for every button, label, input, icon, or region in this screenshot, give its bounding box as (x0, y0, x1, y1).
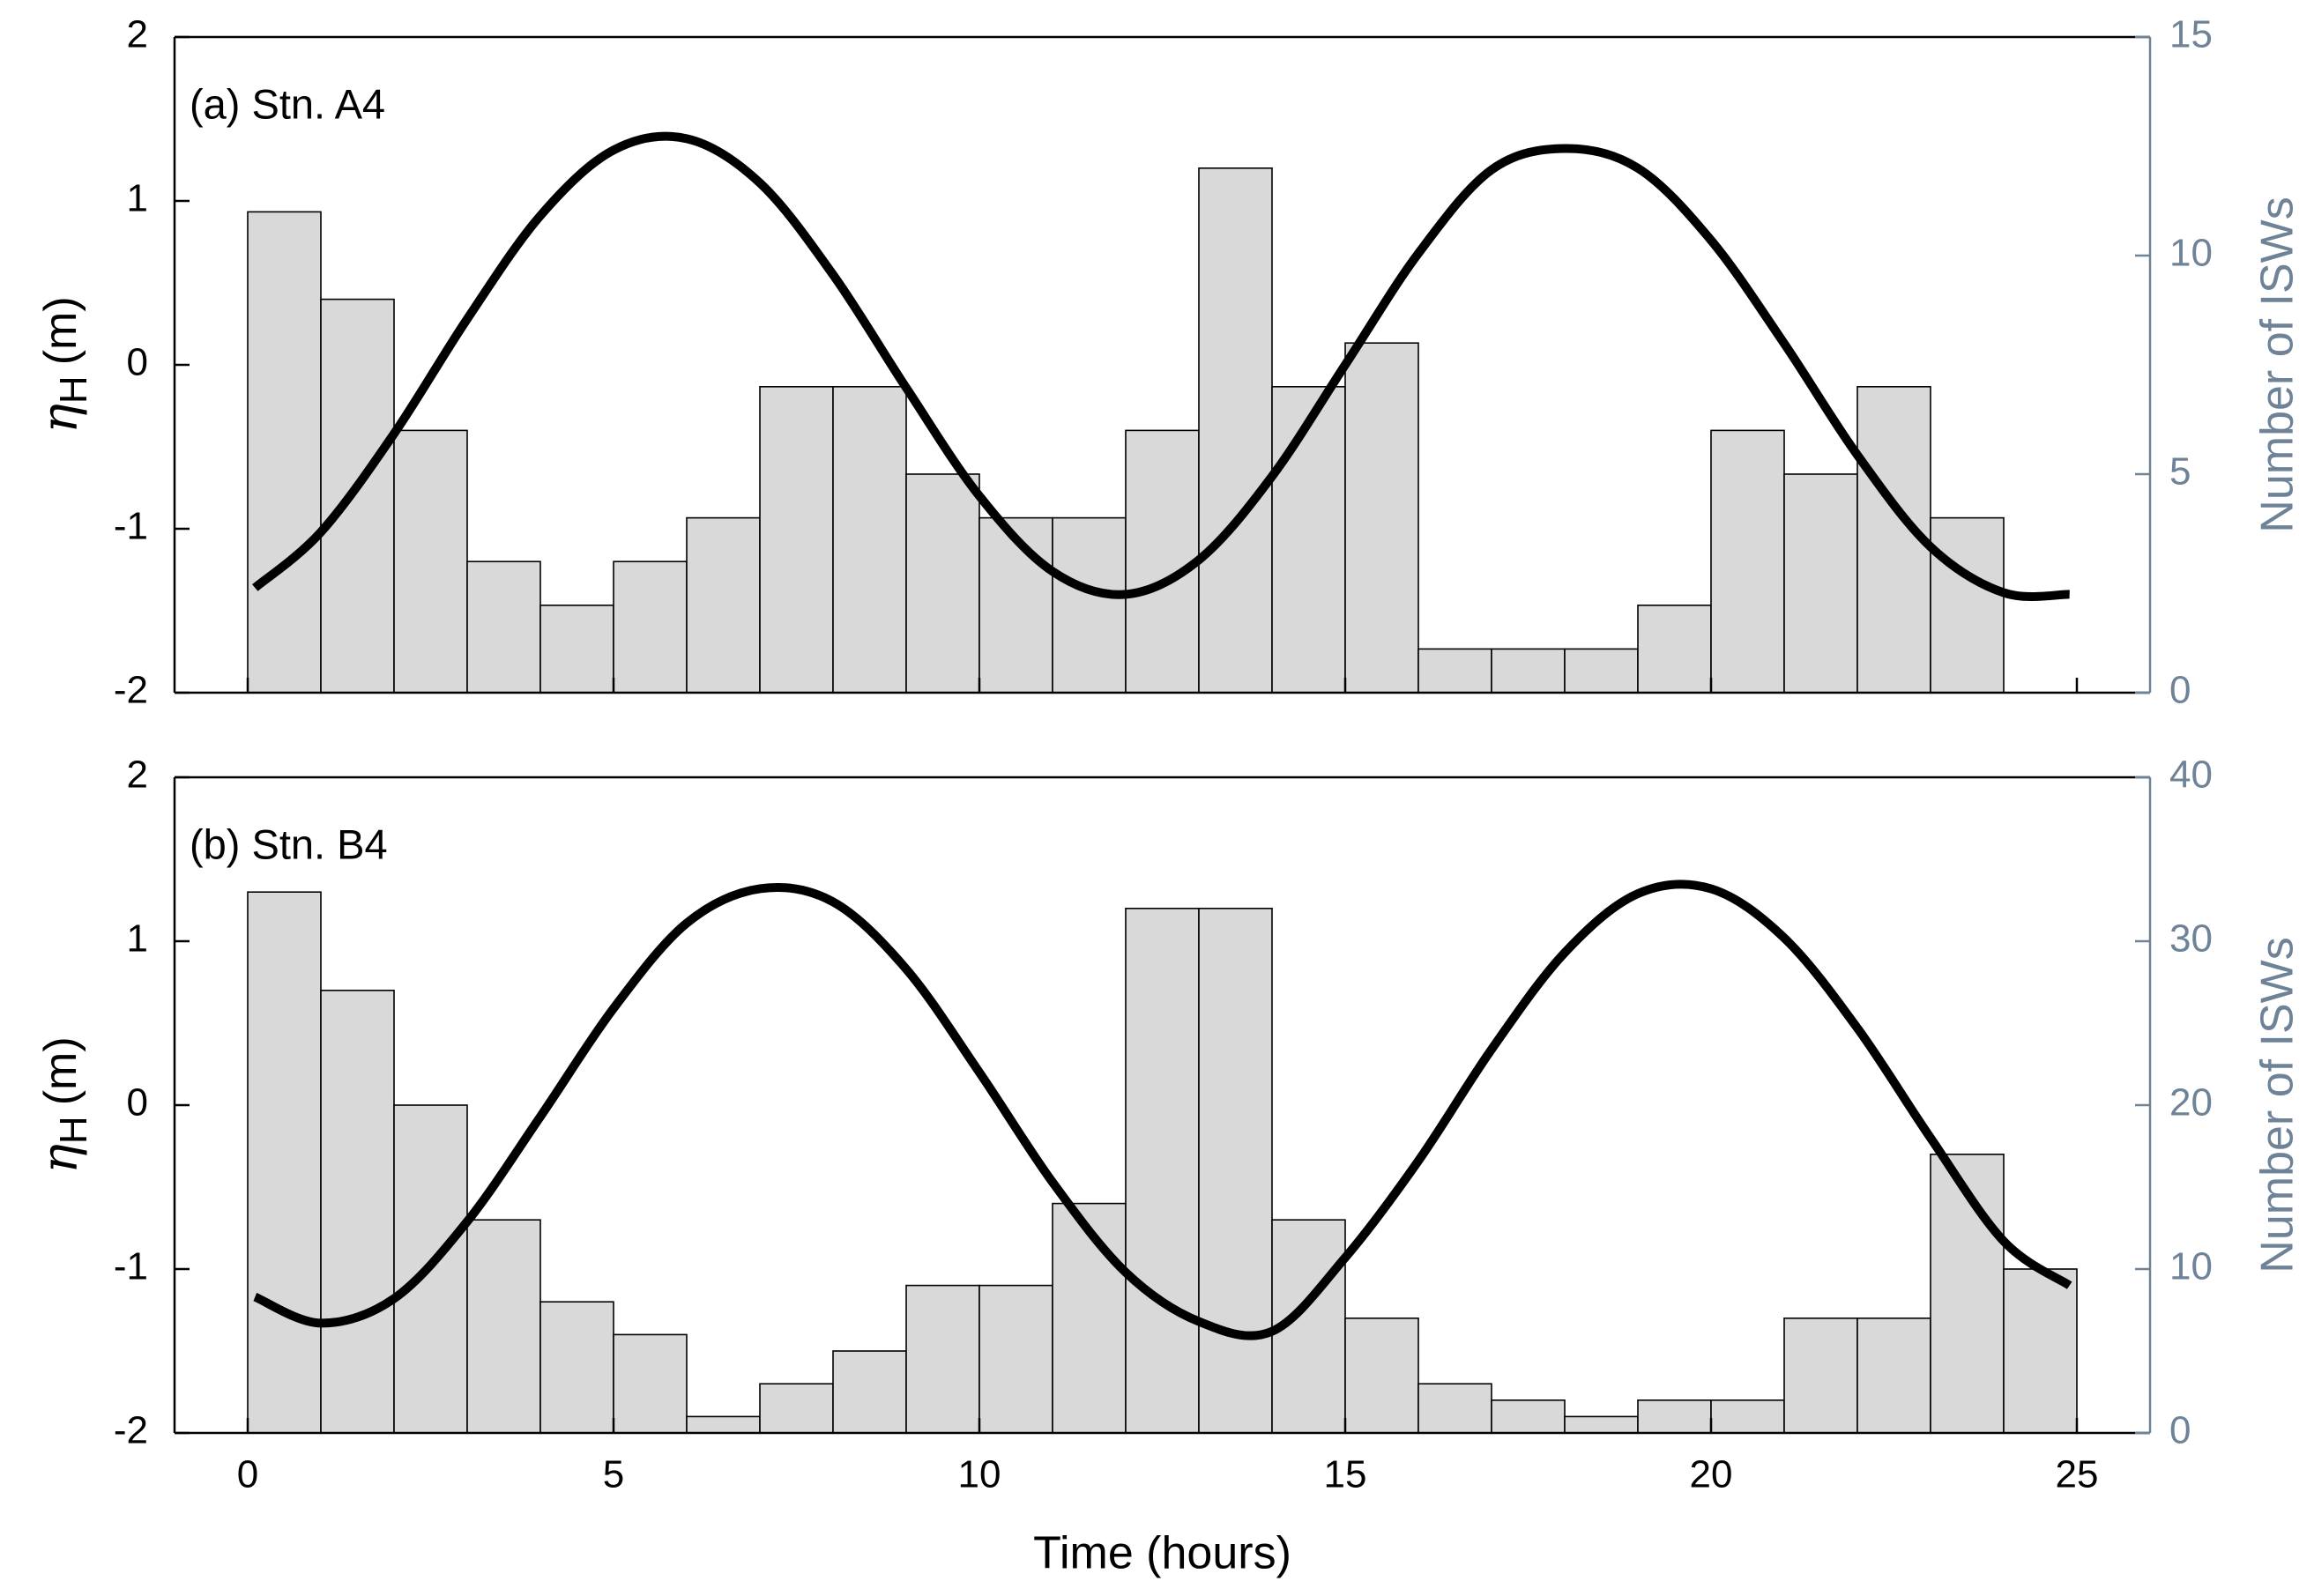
y-tick-label: -2 (114, 669, 148, 712)
panel-label: (a) Stn. A4 (190, 80, 385, 127)
bar (1637, 604, 1712, 694)
bar (613, 560, 688, 694)
x-tick-label: 0 (237, 1453, 258, 1496)
y-axis-label: ηH (m) (32, 1036, 95, 1173)
x-tick-label: 5 (603, 1453, 624, 1496)
y-tick-label: 2 (127, 753, 148, 797)
bar (1491, 1399, 1566, 1434)
x-axis-label: Time (hours) (1033, 1528, 1291, 1579)
y-axis-label: ηH (m) (32, 296, 95, 433)
bar (978, 1284, 1053, 1434)
y-label-symbol: η (32, 1144, 89, 1174)
y-tick-label: 2 (127, 13, 148, 56)
bar (686, 1415, 761, 1434)
bar (1710, 429, 1785, 694)
bar (1344, 342, 1419, 694)
y-tick-label: -1 (114, 505, 148, 548)
bar (905, 1284, 980, 1434)
y2-tick-label: 0 (2169, 669, 2191, 712)
bar (1125, 908, 1200, 1434)
bar (2003, 1268, 2078, 1434)
panel-label: (b) Stn. B4 (190, 820, 388, 867)
x-tick-label: 20 (1690, 1453, 1733, 1496)
bar (1856, 1318, 1931, 1434)
y2-tick-label: 15 (2169, 13, 2213, 56)
bar (1783, 1318, 1858, 1434)
bar (1564, 1415, 1639, 1434)
bar (1198, 167, 1273, 694)
bar (1930, 516, 2005, 694)
bar (759, 1383, 834, 1434)
bar (247, 211, 322, 694)
tide-line (252, 131, 2070, 601)
bar (759, 385, 834, 694)
bar (1564, 648, 1639, 694)
bar (1052, 516, 1127, 694)
y-label-subscript: H (52, 375, 95, 404)
y2-axis-label: Number of ISWs (2252, 937, 2303, 1273)
x-tick-label: 25 (2056, 1453, 2099, 1496)
bar (613, 1333, 688, 1434)
bar (320, 990, 395, 1434)
y-tick-label: 1 (127, 177, 148, 220)
y-label-unit: (m) (35, 1036, 86, 1105)
tide-line (253, 880, 2072, 1340)
bar (466, 1219, 541, 1434)
y-tick-label: -2 (114, 1409, 148, 1452)
bar (832, 385, 907, 694)
y2-tick-label: 20 (2169, 1081, 2213, 1125)
bar (320, 298, 395, 694)
bar (1783, 473, 1858, 694)
bar (1417, 1383, 1492, 1434)
bar (1125, 429, 1200, 694)
y2-tick-label: 5 (2169, 450, 2191, 494)
bar (247, 891, 322, 1434)
bar (1198, 908, 1273, 1434)
x-tick-label: 15 (1324, 1453, 1367, 1496)
y2-tick-label: 10 (2169, 1245, 2213, 1288)
y2-tick-label: 40 (2169, 753, 2213, 797)
bar (1271, 385, 1346, 694)
bar (539, 604, 614, 694)
bar (1417, 648, 1492, 694)
y2-axis-label: Number of ISWs (2252, 197, 2303, 532)
y2-tick-label: 10 (2169, 232, 2213, 275)
bar (393, 429, 468, 694)
y-label-symbol: η (32, 404, 89, 434)
y-tick-label: 0 (127, 341, 148, 384)
bar (1344, 1318, 1419, 1434)
y-tick-label: -1 (114, 1245, 148, 1288)
bar (539, 1301, 614, 1434)
bar (905, 473, 980, 694)
bar (1710, 1399, 1785, 1434)
y2-tick-label: 0 (2169, 1409, 2191, 1452)
y-tick-label: 1 (127, 917, 148, 961)
y-tick-label: 0 (127, 1081, 148, 1125)
bar (832, 1350, 907, 1434)
y2-tick-label: 30 (2169, 917, 2213, 961)
bar (686, 516, 761, 694)
bar (466, 560, 541, 694)
bar (1491, 648, 1566, 694)
y-label-unit: (m) (35, 296, 86, 365)
bar (978, 516, 1053, 694)
y-label-subscript: H (52, 1116, 95, 1144)
bar (1637, 1399, 1712, 1434)
x-tick-label: 10 (958, 1453, 1001, 1496)
